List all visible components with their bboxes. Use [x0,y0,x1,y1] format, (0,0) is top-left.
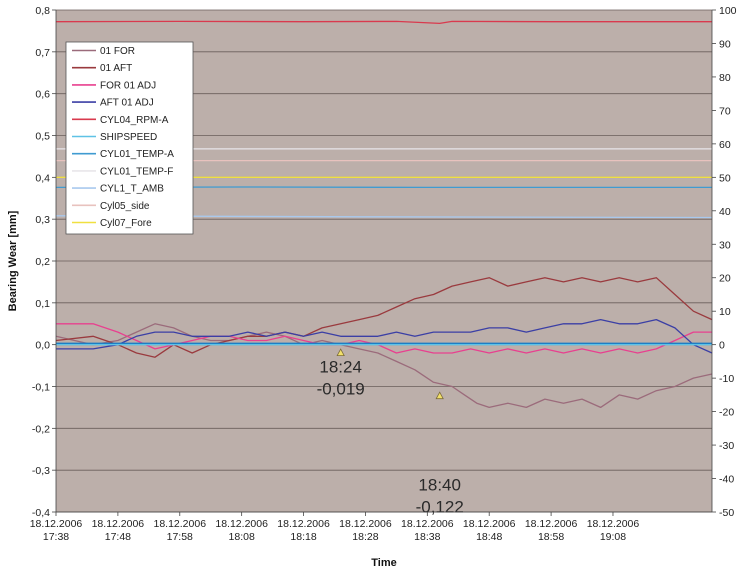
legend-label: CYL01_TEMP-A [100,149,174,160]
y2-tick-label: 40 [719,206,731,218]
x-tick-date: 18.12.2006 [215,518,268,530]
legend-label: Cyl05_side [100,201,150,212]
x-tick-date: 18.12.2006 [277,518,330,530]
x-axis-title: Time [371,557,396,569]
y-tick-label: 0,1 [35,298,50,310]
y-tick-label: 0,7 [35,47,50,59]
series-line-5 [55,20,712,25]
x-tick-time: 17:38 [43,531,69,543]
annotation-marker [435,391,444,400]
series-line-1 [55,323,713,409]
annotation-value: -0,019 [317,380,365,399]
y-axis-title: Bearing Wear [mm] [7,210,19,311]
y2-tick-label: 30 [719,239,731,251]
x-axis-ticks: 18.12.200617:3818.12.200617:4818.12.2006… [30,512,640,543]
x-tick-date: 18.12.2006 [587,518,640,530]
annotation-markers [336,348,444,400]
y2-tick-label: -50 [719,507,734,519]
y2-tick-label: 50 [719,172,731,184]
y2-tick-label: -40 [719,474,734,486]
x-tick-time: 18:38 [414,531,440,543]
annotation-time: 18:24 [319,358,362,377]
legend-label: Cyl07_Fore [100,218,152,229]
y-tick-label: 0,3 [35,214,50,226]
legend-label: CYL1_T_AMB [100,184,164,195]
x-tick-time: 18:28 [352,531,378,543]
legend-label: AFT 01 ADJ [100,98,154,109]
y-tick-label: 0,6 [35,89,50,101]
x-tick-date: 18.12.2006 [339,518,392,530]
legend-label: 01 AFT [100,63,132,74]
y2-tick-label: 20 [719,273,731,285]
x-tick-date: 18.12.2006 [30,518,83,530]
y-tick-label: 0,5 [35,131,50,143]
y-tick-label: -0,2 [32,423,50,435]
y-tick-label: -0,4 [32,507,50,519]
y2-tick-label: -10 [719,373,734,385]
annotation-value: -0,122 [416,498,464,517]
x-tick-time: 18:58 [538,531,564,543]
y2-tick-label: 70 [719,105,731,117]
y-tick-label: -0,3 [32,465,50,477]
y-tick-label: -0,1 [32,382,50,394]
y-tick-label: 0,4 [35,172,50,184]
legend-box [65,41,194,235]
y-axis-left-ticks: -0,4 -0,3 -0,2 -0,1 0,0 0,1 0,2 0,3 0,4 0,5 0,6 0,7… [32,5,712,519]
y2-tick-label: -20 [719,407,734,419]
x-tick-time: 19:08 [600,531,626,543]
y2-tick-label: -30 [719,440,734,452]
x-tick-date: 18.12.2006 [153,518,206,530]
y2-tick-label: 60 [719,139,731,151]
x-tick-date: 18.12.2006 [463,518,516,530]
y2-tick-label: 80 [719,72,731,84]
y-tick-label: 0,0 [35,340,50,352]
legend-label: CYL01_TEMP-F [100,166,173,177]
annotation-marker [336,348,345,357]
legend: 01 FOR 01 AFT FOR 01 ADJ AFT 01 ADJ CYL04_RP… [65,41,194,235]
y2-tick-label: 10 [719,306,731,318]
x-tick-date: 18.12.2006 [525,518,578,530]
series-line-2 [55,277,713,358]
x-tick-time: 18:18 [290,531,316,543]
y-axis-right-ticks: -50 -40 -30 -20 -10 0 10 20 30 40 50 60 70 80 90 100 [711,5,737,519]
legend-label: FOR 01 ADJ [100,80,156,91]
x-tick-time: 17:58 [167,531,193,543]
annotation-time: 18:40 [418,476,461,495]
y2-tick-label: 0 [719,340,725,352]
y-tick-label: 0,8 [35,5,50,17]
legend-label: CYL04_RPM-A [100,115,169,126]
y2-tick-label: 100 [719,5,737,17]
x-tick-time: 18:48 [476,531,502,543]
x-tick-time: 17:48 [105,531,131,543]
x-tick-date: 18.12.2006 [401,518,454,530]
x-tick-time: 18:08 [229,531,255,543]
series-line-3 [56,323,712,354]
x-tick-date: 18.12.2006 [92,518,145,530]
legend-label: 01 FOR [100,46,135,57]
series-line-4 [56,318,713,354]
y2-tick-label: 90 [719,38,731,50]
legend-label: SHIPSPEED [100,132,157,143]
y-tick-label: 0,2 [35,256,50,268]
